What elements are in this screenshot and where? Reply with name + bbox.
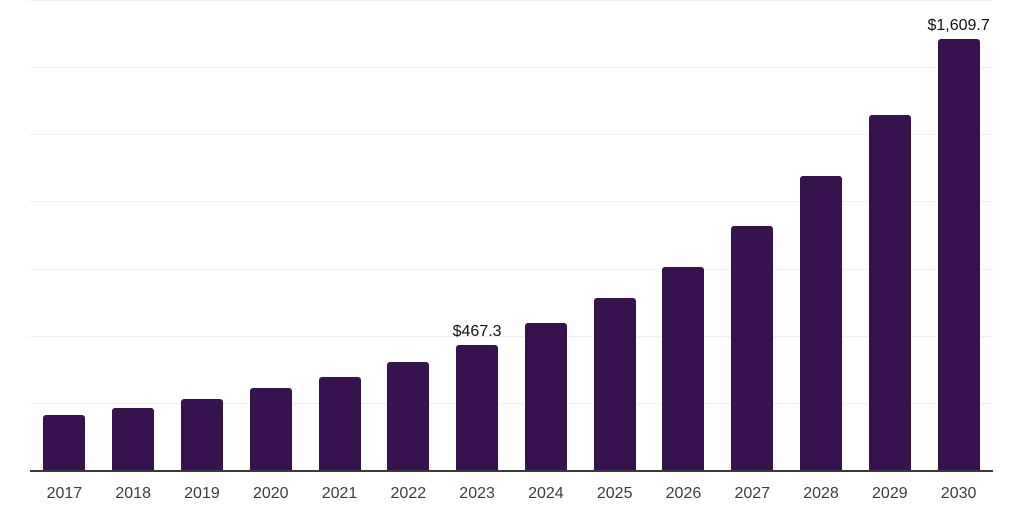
bar-2021 — [318, 377, 361, 471]
x-axis-label-2029: 2029 — [872, 485, 908, 502]
x-axis-label-2027: 2027 — [734, 485, 771, 502]
bar-2026 — [662, 266, 705, 471]
x-axis-label-2026: 2026 — [665, 485, 702, 502]
bar-2022 — [387, 361, 430, 471]
bar-2029 — [868, 114, 911, 471]
bar-2030 — [937, 38, 980, 471]
x-axis-label-2024: 2024 — [528, 485, 564, 502]
bar-2025 — [593, 298, 636, 471]
gridline-1000 — [30, 201, 993, 203]
x-axis-label-2030: 2030 — [940, 485, 977, 502]
x-axis-label-2020: 2020 — [252, 485, 289, 502]
gridline-750 — [30, 268, 993, 270]
bar-2028 — [800, 175, 843, 471]
bar-value-label-2023: $467.3 — [452, 323, 502, 341]
x-axis-label-2019: 2019 — [184, 485, 220, 502]
bar-2027 — [731, 225, 774, 471]
bar-2024 — [524, 323, 567, 471]
gridline-1500 — [30, 67, 993, 69]
gridline-1750 — [30, 0, 993, 1]
x-axis-label-2021: 2021 — [321, 485, 358, 502]
gridline-250 — [30, 402, 993, 404]
x-axis-label-2018: 2018 — [115, 485, 151, 502]
gridline-1250 — [30, 134, 993, 136]
bar-2023 — [456, 345, 499, 471]
bar-2018 — [112, 407, 155, 471]
bar-value-label-2030: $1,609.7 — [927, 16, 990, 34]
gridline-500 — [30, 335, 993, 337]
bar-2020 — [249, 388, 292, 471]
x-axis-label-2025: 2025 — [596, 485, 633, 502]
bar-2019 — [180, 399, 223, 471]
bar-2017 — [43, 414, 86, 471]
x-axis-label-2017: 2017 — [46, 485, 83, 502]
x-axis-line — [30, 470, 993, 472]
x-axis-label-2028: 2028 — [803, 485, 839, 502]
x-axis-label-2023: 2023 — [459, 485, 495, 502]
x-axis-label-2022: 2022 — [390, 485, 427, 502]
